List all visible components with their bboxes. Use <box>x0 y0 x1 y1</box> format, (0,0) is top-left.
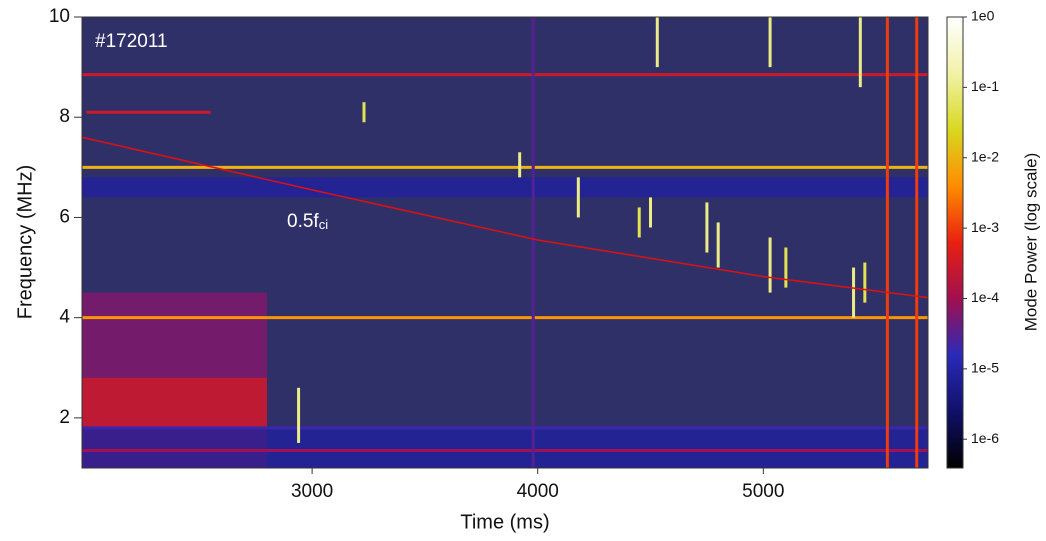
y-tick-label: 6 <box>59 206 70 227</box>
x-tick-label: 3000 <box>291 481 333 502</box>
shot-label: #172011 <box>95 31 168 52</box>
y-tick-label: 8 <box>59 106 70 127</box>
line-label-sub: ci <box>319 217 329 232</box>
line-label-main: 0.5f <box>287 211 319 232</box>
plot-frame <box>81 16 929 469</box>
y-tick-label: 2 <box>59 407 70 428</box>
plot-area <box>82 17 928 468</box>
power-patch <box>82 427 928 468</box>
x-tick-label: 4000 <box>517 481 559 502</box>
colorbar-tick-label: 1e0 <box>971 8 995 24</box>
y-tick-label: 4 <box>59 307 70 328</box>
colorbar-tick-label: 1e-4 <box>971 289 999 305</box>
colorbar-tick-label: 1e-2 <box>971 148 999 164</box>
colorbar-tick-label: 1e-1 <box>971 78 999 94</box>
line-label: 0.5fci <box>287 211 328 232</box>
colorbar-tick-label: 1e-3 <box>971 219 999 235</box>
colorbar <box>946 16 964 469</box>
y-tick-label: 10 <box>49 6 70 27</box>
power-patch <box>82 177 928 198</box>
colorbar-title: Mode Power (log scale) <box>1021 153 1040 332</box>
reference-line <box>82 136 928 299</box>
colorbar-tick-label: 1e-6 <box>971 430 999 446</box>
colorbar-tick-label: 1e-5 <box>971 360 999 376</box>
x-axis-title: Time (ms) <box>460 511 549 533</box>
y-axis-title: Frequency (MHz) <box>14 165 36 319</box>
x-tick-label: 5000 <box>742 481 784 502</box>
